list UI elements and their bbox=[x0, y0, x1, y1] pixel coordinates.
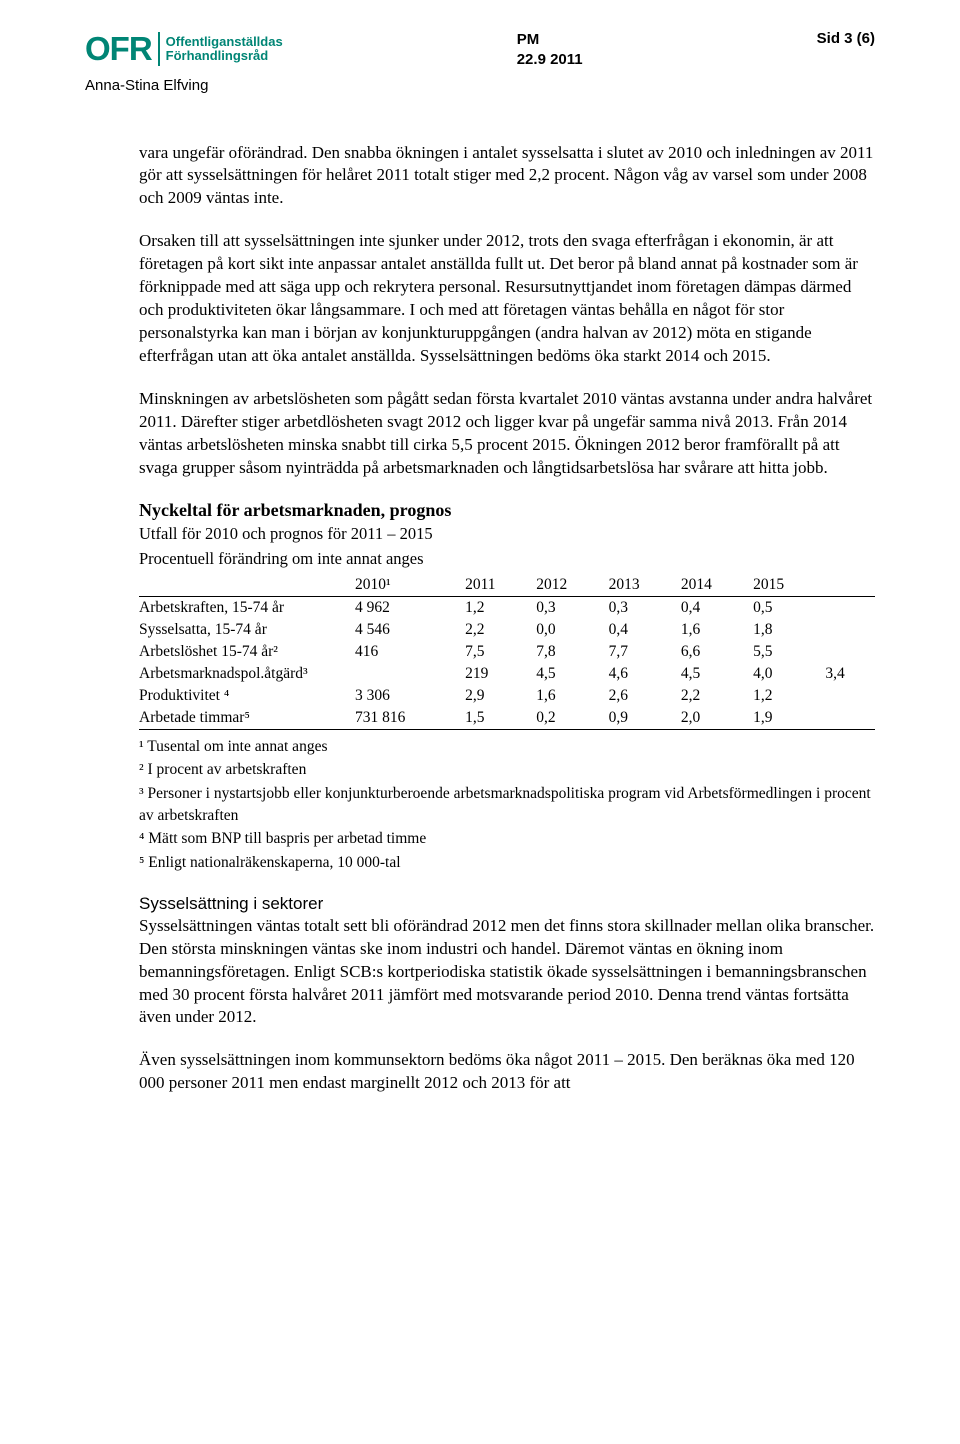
cell: 1,2 bbox=[753, 685, 825, 707]
header-center: PM 22.9 2011 bbox=[517, 30, 583, 71]
cell: 2,2 bbox=[681, 685, 753, 707]
cell: 731 816 bbox=[355, 707, 465, 730]
cell: 0,2 bbox=[536, 707, 608, 730]
cell: 4 546 bbox=[355, 619, 465, 641]
cell: 3,4 bbox=[825, 663, 875, 685]
cell: 0,0 bbox=[536, 619, 608, 641]
cell: 1,8 bbox=[753, 619, 825, 641]
cell: 0,9 bbox=[609, 707, 681, 730]
cell: 416 bbox=[355, 641, 465, 663]
cell bbox=[825, 685, 875, 707]
logo-divider bbox=[158, 32, 160, 66]
table-row: Arbetslöshet 15-74 år² 416 7,5 7,8 7,7 6… bbox=[139, 641, 875, 663]
table-row: Produktivitet ⁴ 3 306 2,9 1,6 2,6 2,2 1,… bbox=[139, 685, 875, 707]
paragraph-5: Även sysselsättningen inom kommunsektorn… bbox=[139, 1049, 875, 1095]
section-heading: Sysselsättning i sektorer bbox=[139, 894, 875, 914]
col-2011: 2011 bbox=[465, 574, 536, 597]
cell: 7,5 bbox=[465, 641, 536, 663]
page-info: Sid 3 (6) bbox=[817, 30, 875, 47]
cell: 6,6 bbox=[681, 641, 753, 663]
logo-line2: Förhandlingsråd bbox=[166, 48, 269, 63]
cell: 219 bbox=[465, 663, 536, 685]
table-row: Arbetade timmar⁵ 731 816 1,5 0,2 0,9 2,0… bbox=[139, 707, 875, 730]
table-row: Arbetskraften, 15-74 år 4 962 1,2 0,3 0,… bbox=[139, 596, 875, 619]
cell: 2,6 bbox=[609, 685, 681, 707]
cell: 5,5 bbox=[753, 641, 825, 663]
cell: 4,0 bbox=[753, 663, 825, 685]
cell: 4,6 bbox=[609, 663, 681, 685]
data-table: 2010¹ 2011 2012 2013 2014 2015 Arbetskra… bbox=[139, 574, 875, 730]
row-label: Arbetade timmar⁵ bbox=[139, 707, 355, 730]
cell bbox=[825, 707, 875, 730]
table-sub2: Procentuell förändring om inte annat ang… bbox=[139, 548, 875, 569]
cell: 1,2 bbox=[465, 596, 536, 619]
doc-date: 22.9 2011 bbox=[517, 51, 583, 68]
footnote-2: ² I procent av arbetskraften bbox=[139, 759, 875, 781]
footnote-3: ³ Personer i nystartsjobb eller konjunkt… bbox=[139, 783, 875, 826]
cell bbox=[825, 641, 875, 663]
col-2010: 2010¹ bbox=[355, 574, 465, 597]
cell: 0,3 bbox=[609, 596, 681, 619]
footnote-5: ⁵ Enligt nationalräkenskaperna, 10 000-t… bbox=[139, 852, 875, 874]
cell: 2,2 bbox=[465, 619, 536, 641]
page: OFR Offentliganställdas Förhandlingsråd … bbox=[0, 0, 960, 1135]
paragraph-2: Orsaken till att sysselsättningen inte s… bbox=[139, 230, 875, 368]
logo-block: OFR Offentliganställdas Förhandlingsråd bbox=[85, 30, 283, 68]
footnotes: ¹ Tusental om inte annat anges ² I proce… bbox=[139, 736, 875, 874]
paragraph-3: Minskningen av arbetslösheten som pågått… bbox=[139, 388, 875, 480]
col-2013: 2013 bbox=[609, 574, 681, 597]
paragraph-4: Sysselsättningen väntas totalt sett bli … bbox=[139, 915, 875, 1030]
cell: 0,4 bbox=[609, 619, 681, 641]
table-header-row: 2010¹ 2011 2012 2013 2014 2015 bbox=[139, 574, 875, 597]
cell bbox=[355, 663, 465, 685]
row-label: Arbetsmarknadspol.åtgärd³ bbox=[139, 663, 355, 685]
row-label: Arbetskraften, 15-74 år bbox=[139, 596, 355, 619]
cell: 2,9 bbox=[465, 685, 536, 707]
content-area: vara ungefär oförändrad. Den snabba ökni… bbox=[85, 142, 875, 1096]
footnote-1: ¹ Tusental om inte annat anges bbox=[139, 736, 875, 758]
logo-text: Offentliganställdas Förhandlingsråd bbox=[166, 35, 283, 62]
row-label: Arbetslöshet 15-74 år² bbox=[139, 641, 355, 663]
row-label: Produktivitet ⁴ bbox=[139, 685, 355, 707]
table-sub1: Utfall för 2010 och prognos för 2011 – 2… bbox=[139, 523, 875, 544]
paragraph-1: vara ungefär oförändrad. Den snabba ökni… bbox=[139, 142, 875, 211]
cell: 1,9 bbox=[753, 707, 825, 730]
cell bbox=[825, 619, 875, 641]
col-2012: 2012 bbox=[536, 574, 608, 597]
cell: 3 306 bbox=[355, 685, 465, 707]
doc-type: PM bbox=[517, 31, 540, 48]
cell: 1,5 bbox=[465, 707, 536, 730]
table-title: Nyckeltal för arbetsmarknaden, prognos bbox=[139, 500, 875, 521]
col-2015: 2015 bbox=[753, 574, 825, 597]
table-body: Arbetskraften, 15-74 år 4 962 1,2 0,3 0,… bbox=[139, 596, 875, 729]
cell: 4,5 bbox=[536, 663, 608, 685]
footnote-4: ⁴ Mätt som BNP till baspris per arbetad … bbox=[139, 828, 875, 850]
row-label: Sysselsatta, 15-74 år bbox=[139, 619, 355, 641]
cell: 4,5 bbox=[681, 663, 753, 685]
cell: 7,8 bbox=[536, 641, 608, 663]
col-2014: 2014 bbox=[681, 574, 753, 597]
cell: 2,0 bbox=[681, 707, 753, 730]
logo-acronym: OFR bbox=[85, 30, 152, 68]
cell: 1,6 bbox=[536, 685, 608, 707]
cell: 1,6 bbox=[681, 619, 753, 641]
cell: 4 962 bbox=[355, 596, 465, 619]
cell: 7,7 bbox=[609, 641, 681, 663]
cell: 0,4 bbox=[681, 596, 753, 619]
cell: 0,5 bbox=[753, 596, 825, 619]
author-name: Anna-Stina Elfving bbox=[85, 77, 875, 94]
table-row: Sysselsatta, 15-74 år 4 546 2,2 0,0 0,4 … bbox=[139, 619, 875, 641]
header-row: OFR Offentliganställdas Förhandlingsråd … bbox=[85, 30, 875, 71]
table-row: Arbetsmarknadspol.åtgärd³ 219 4,5 4,6 4,… bbox=[139, 663, 875, 685]
cell: 0,3 bbox=[536, 596, 608, 619]
cell bbox=[825, 596, 875, 619]
